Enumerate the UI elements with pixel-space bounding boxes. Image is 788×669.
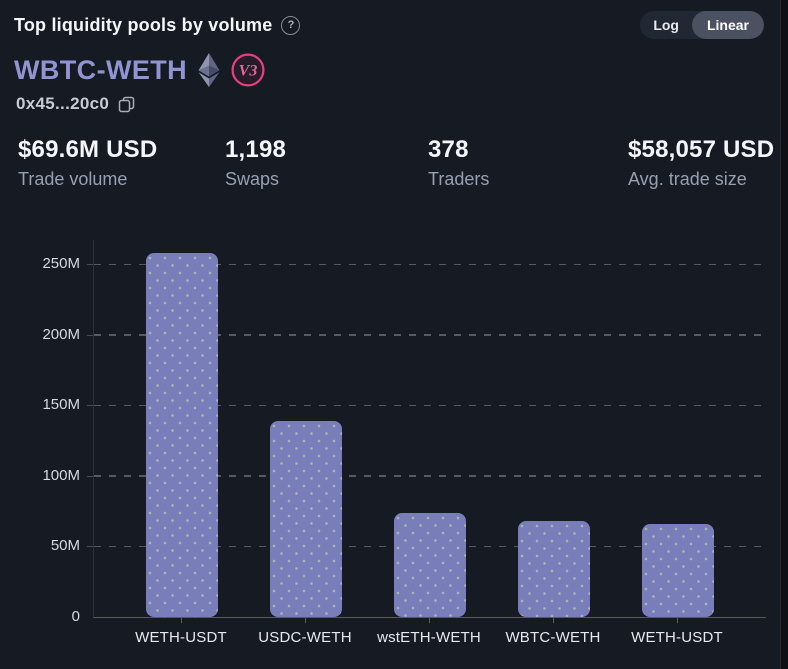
stat-swaps: 1,198 Swaps xyxy=(225,136,428,190)
protocol-v3-icon: V3 xyxy=(231,53,265,87)
panel-header: Top liquidity pools by volume ? Log Line… xyxy=(14,10,764,40)
ethereum-icon xyxy=(198,53,220,87)
stat-label: Avg. trade size xyxy=(628,169,747,189)
y-axis-label: 250M xyxy=(42,255,80,272)
stat-label: Trade volume xyxy=(18,169,128,189)
stat-trade-volume: $69.6M USD Trade volume xyxy=(18,136,225,190)
chart-bar[interactable] xyxy=(394,513,466,617)
x-axis-label: wstETH-WETH xyxy=(377,629,481,646)
stat-value: 378 xyxy=(428,136,469,163)
y-axis-label: 200M xyxy=(42,325,80,343)
x-axis-label: USDC-WETH xyxy=(258,629,352,646)
page-title: Top liquidity pools by volume xyxy=(14,14,273,35)
pool-stats-row: $69.6M USD Trade volume 1,198 Swaps 378 … xyxy=(18,136,774,190)
y-axis-tick xyxy=(87,546,93,548)
plot-area xyxy=(93,240,766,618)
x-axis-label: WETH-USDT xyxy=(135,629,227,646)
x-axis-tick xyxy=(305,618,306,623)
copy-icon[interactable] xyxy=(118,96,135,113)
pool-name: WBTC-WETH xyxy=(14,54,188,85)
x-axis-tick xyxy=(677,618,678,623)
stat-value: 1,198 xyxy=(225,136,287,163)
stat-label: Traders xyxy=(428,169,490,189)
y-axis-tick xyxy=(87,334,93,336)
chart-bar[interactable] xyxy=(518,521,590,617)
x-axis-tick xyxy=(553,618,554,623)
stat-label: Swaps xyxy=(225,169,280,189)
x-axis-tick xyxy=(429,618,430,623)
stat-value: $58,057 USD xyxy=(628,136,775,163)
y-axis-label: 50M xyxy=(50,537,80,555)
header-title-group: Top liquidity pools by volume ? xyxy=(14,14,301,36)
y-axis-label: 100M xyxy=(42,466,80,484)
chart-bar[interactable] xyxy=(642,524,714,617)
stat-value: $69.6M USD xyxy=(18,136,158,163)
stat-traders: 378 Traders xyxy=(428,136,628,190)
protocol-badge-label: V3 xyxy=(239,63,258,80)
pool-address-row: 0x45...20c0 xyxy=(16,94,135,114)
y-axis-label: 0 xyxy=(71,608,80,625)
chart-bar[interactable] xyxy=(146,253,218,617)
stat-avg-trade-size: $58,057 USD Avg. trade size xyxy=(628,136,774,190)
scale-toggle: Log Linear xyxy=(640,11,764,39)
y-axis-tick xyxy=(87,264,93,265)
y-axis-tick xyxy=(87,475,93,477)
chart-bar[interactable] xyxy=(270,421,342,617)
x-axis-tick xyxy=(181,618,182,623)
linear-toggle-button[interactable]: Linear xyxy=(691,11,764,39)
log-toggle-button[interactable]: Log xyxy=(640,11,692,39)
x-axis-label: WETH-USDT xyxy=(631,629,723,646)
help-icon[interactable]: ? xyxy=(281,15,301,35)
pool-address: 0x45...20c0 xyxy=(16,94,110,113)
y-axis-tick xyxy=(87,405,93,407)
panel-right-edge xyxy=(780,0,788,669)
pool-title-row: WBTC-WETH V3 xyxy=(14,52,265,88)
x-axis-label: WBTC-WETH xyxy=(505,629,601,646)
y-axis-label: 150M xyxy=(42,396,80,414)
